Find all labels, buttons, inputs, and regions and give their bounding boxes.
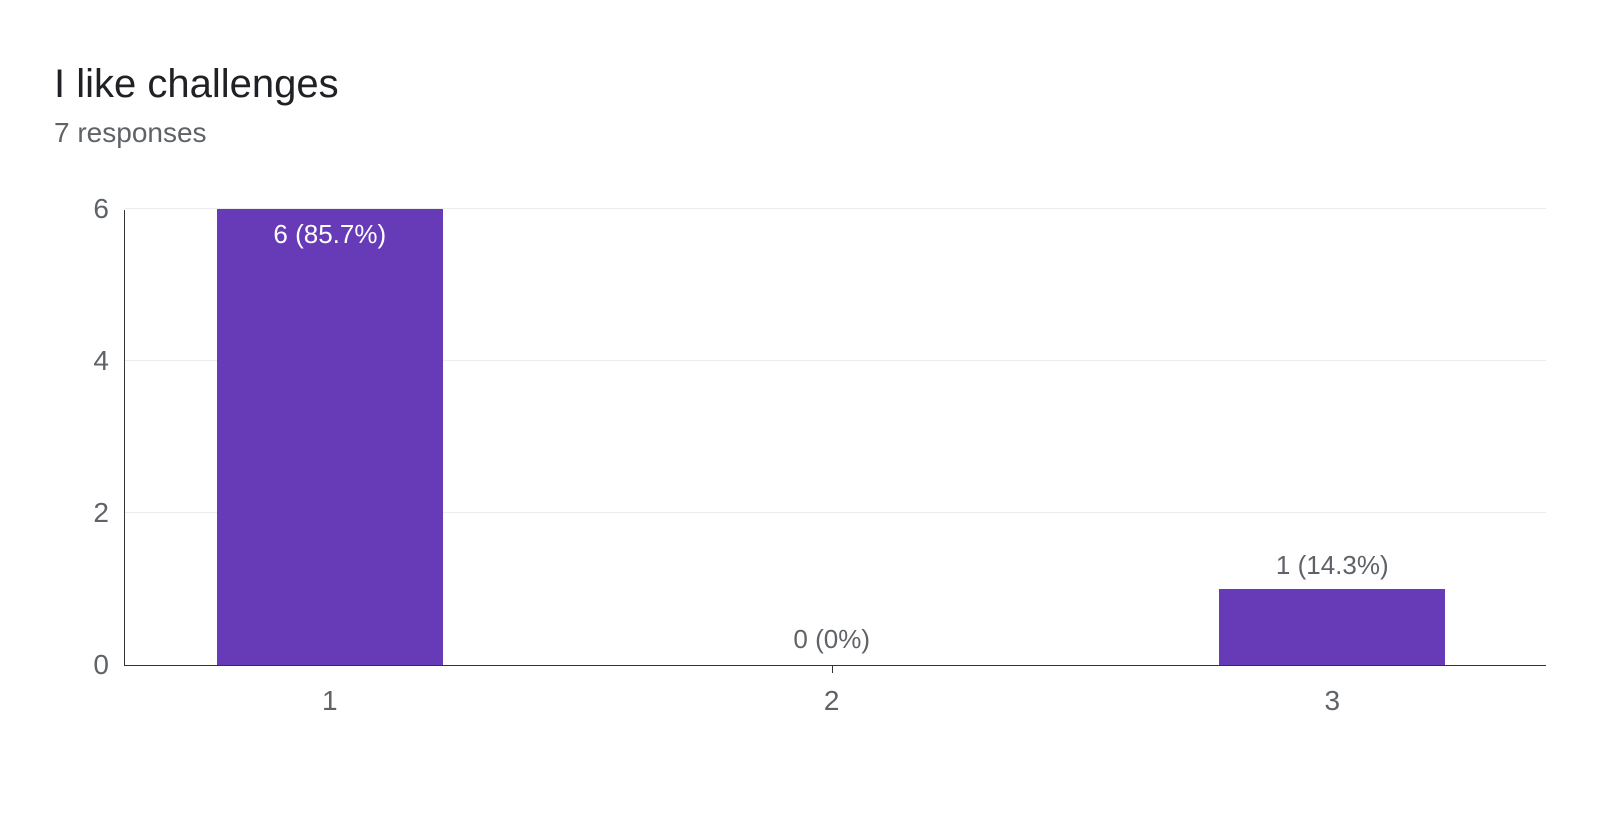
- xtick-label: 1: [322, 685, 338, 717]
- bar[interactable]: [217, 209, 443, 665]
- ytick-label: 0: [93, 649, 109, 681]
- bar-slot: 0 (0%): [719, 664, 945, 665]
- bar-data-label: 6 (85.7%): [273, 219, 386, 250]
- bar-data-label: 1 (14.3%): [1276, 550, 1389, 581]
- ytick-label: 6: [93, 193, 109, 225]
- bar[interactable]: [1219, 589, 1445, 665]
- zero-tick: [832, 665, 833, 673]
- bar-chart: 02466 (85.7%)10 (0%)21 (14.3%)3: [56, 210, 1546, 666]
- chart-title: I like challenges: [54, 62, 1546, 107]
- ytick-label: 2: [93, 497, 109, 529]
- bar-data-label: 0 (0%): [793, 624, 870, 655]
- xtick-label: 3: [1324, 685, 1340, 717]
- bar-slot: 1 (14.3%): [1219, 589, 1445, 665]
- ytick-label: 4: [93, 345, 109, 377]
- xtick-label: 2: [824, 685, 840, 717]
- bar-slot: 6 (85.7%): [217, 209, 443, 665]
- chart-subtitle: 7 responses: [54, 117, 1546, 149]
